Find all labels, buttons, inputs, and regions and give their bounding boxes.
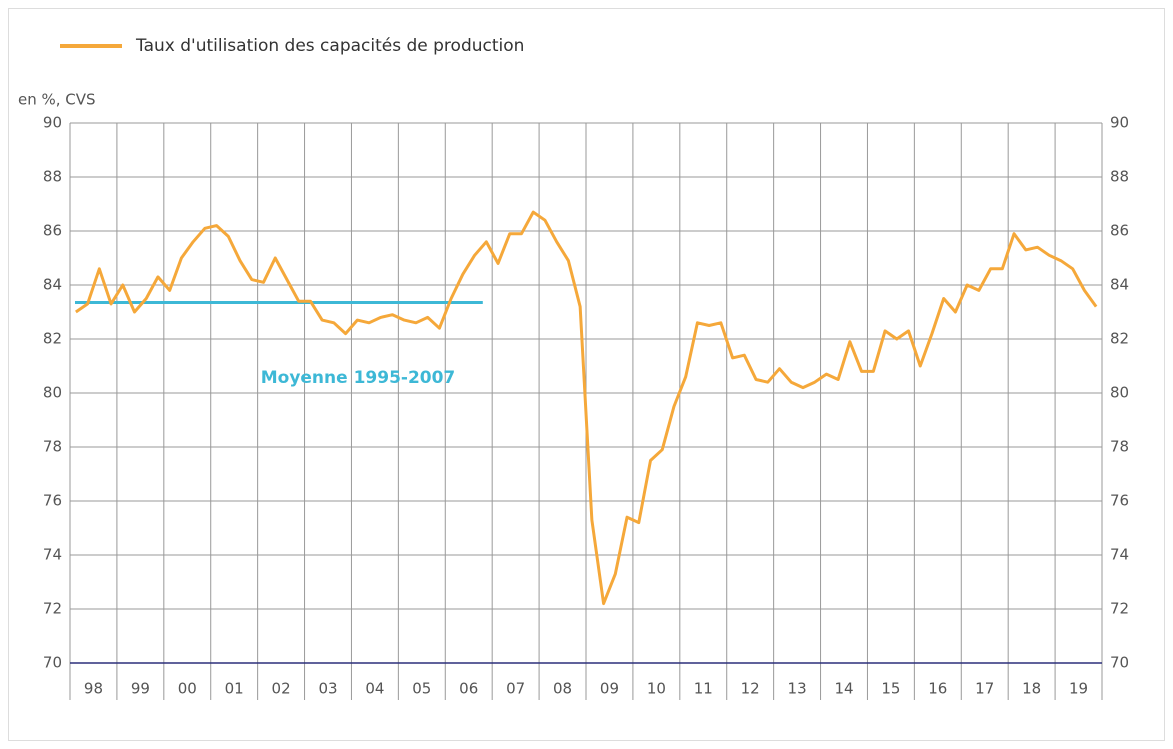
x-tick-label: 19 [1069,680,1088,698]
x-tick-label: 15 [881,680,900,698]
x-tick-label: 10 [647,680,666,698]
y-tick-label: 90 [43,114,62,132]
x-tick-label: 16 [928,680,947,698]
x-tick-label: 08 [553,680,572,698]
x-tick-label: 00 [178,680,197,698]
x-tick-label: 98 [84,680,103,698]
y2-tick-label: 72 [1110,600,1129,618]
data-line [75,210,1098,606]
x-tick-label: 02 [272,680,291,698]
y2-tick-label: 78 [1110,438,1129,456]
x-tick-label: 05 [412,680,431,698]
x-tick-label: 01 [225,680,244,698]
x-tick-label: 03 [318,680,337,698]
y2-tick-label: 84 [1110,276,1129,294]
y2-tick-label: 80 [1110,384,1129,402]
y2-tick-label: 90 [1110,114,1129,132]
reference-label: Moyenne 1995-2007 [261,368,456,388]
y2-tick-label: 88 [1110,168,1129,186]
y-tick-label: 76 [43,492,62,510]
y-tick-label: 70 [43,654,62,672]
y-tick-label: 86 [43,222,62,240]
x-tick-label: 18 [1022,680,1041,698]
x-tick-label: 17 [975,680,994,698]
x-tick-label: 14 [834,680,853,698]
y-tick-label: 80 [43,384,62,402]
y2-tick-label: 82 [1110,330,1129,348]
x-tick-label: 09 [600,680,619,698]
y2-tick-label: 86 [1110,222,1129,240]
x-tick-label: 07 [506,680,525,698]
y-tick-label: 82 [43,330,62,348]
frame [8,8,1165,741]
y-axis-label: en %, CVS [18,91,96,109]
x-tick-label: 04 [365,680,384,698]
x-tick-label: 99 [131,680,150,698]
x-tick-label: 11 [694,680,713,698]
y-tick-label: 84 [43,276,62,294]
y-tick-label: 74 [43,546,62,564]
y2-tick-label: 70 [1110,654,1129,672]
y-tick-label: 78 [43,438,62,456]
x-tick-label: 13 [788,680,807,698]
y-tick-label: 88 [43,168,62,186]
legend-label: Taux d'utilisation des capacités de prod… [135,36,524,56]
y2-tick-label: 74 [1110,546,1129,564]
y2-tick-label: 76 [1110,492,1129,510]
x-tick-label: 12 [741,680,760,698]
y-tick-label: 72 [43,600,62,618]
x-tick-label: 06 [459,680,478,698]
